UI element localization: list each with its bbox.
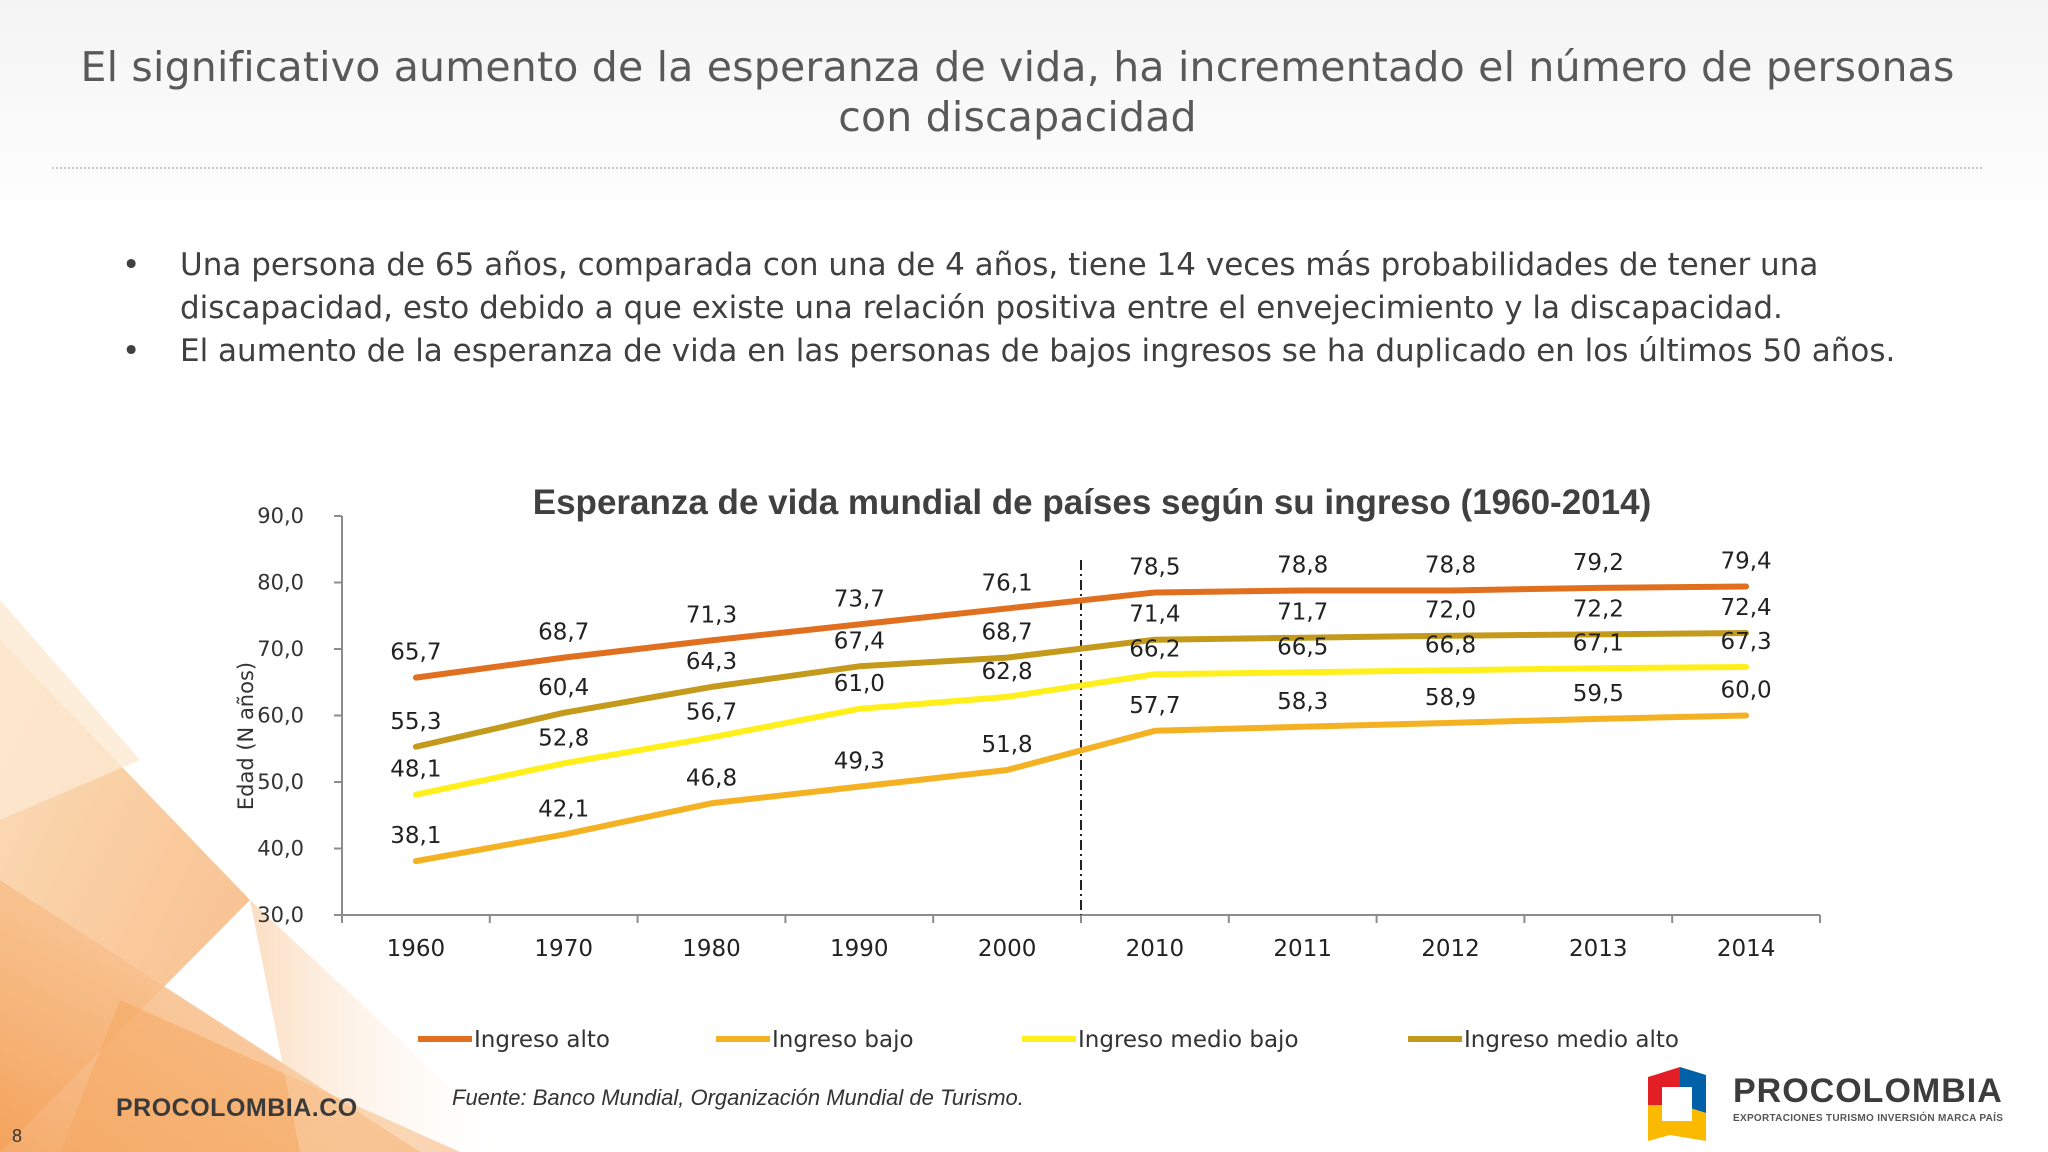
data-label: 64,3 xyxy=(686,649,737,675)
data-label: 78,5 xyxy=(1129,554,1180,580)
data-label: 68,7 xyxy=(981,620,1032,646)
x-tick-label: 2010 xyxy=(1126,936,1185,962)
bullet-item: • El aumento de la esperanza de vida en … xyxy=(120,330,1940,373)
bullet-glyph: • xyxy=(122,333,141,369)
procolombia-logo-icon xyxy=(1648,1067,1706,1141)
bullet-item: • Una persona de 65 años, comparada con … xyxy=(120,244,1940,330)
data-label: 79,4 xyxy=(1720,548,1771,574)
data-label: 71,3 xyxy=(686,602,737,628)
data-label: 79,2 xyxy=(1573,550,1624,576)
logo-tagline: EXPORTACIONES TURISMO INVERSIÓN MARCA PA… xyxy=(1733,1113,2004,1124)
y-tick-label: 30,0 xyxy=(257,903,304,927)
legend-entry: Ingreso alto xyxy=(474,1027,610,1053)
data-label: 71,4 xyxy=(1129,602,1180,628)
data-label: 38,1 xyxy=(390,823,441,849)
data-label: 66,5 xyxy=(1277,634,1328,660)
data-label: 61,0 xyxy=(834,671,885,697)
data-label: 46,8 xyxy=(686,765,737,791)
data-label: 42,1 xyxy=(538,797,589,823)
x-tick-label: 1980 xyxy=(682,936,741,962)
y-tick-label: 70,0 xyxy=(257,637,304,661)
y-tick-label: 90,0 xyxy=(257,504,304,528)
data-label: 66,2 xyxy=(1129,636,1180,662)
data-label: 67,3 xyxy=(1720,629,1771,655)
bullet-text: Una persona de 65 años, comparada con un… xyxy=(180,247,1819,326)
x-tick-label: 2013 xyxy=(1569,936,1628,962)
series-line xyxy=(412,583,1750,681)
data-label: 72,4 xyxy=(1720,595,1771,621)
data-label: 58,3 xyxy=(1277,689,1328,715)
y-axis-label: Edad (N años) xyxy=(234,662,258,810)
data-label: 62,8 xyxy=(981,659,1032,685)
data-label: 68,7 xyxy=(538,620,589,646)
x-tick-label: 2014 xyxy=(1717,936,1776,962)
logo-name: PROCOLOMBIA xyxy=(1733,1072,2003,1110)
data-label: 65,7 xyxy=(390,640,441,666)
x-tick-label: 2011 xyxy=(1273,936,1332,962)
data-label: 66,8 xyxy=(1425,632,1476,658)
legend-entry: Ingreso medio bajo xyxy=(1078,1027,1299,1053)
data-label: 60,0 xyxy=(1720,678,1771,704)
y-tick-label: 80,0 xyxy=(257,571,304,595)
footer-url[interactable]: PROCOLOMBIA.CO xyxy=(116,1094,358,1122)
data-label: 59,5 xyxy=(1573,681,1624,707)
y-tick-label: 60,0 xyxy=(257,704,304,728)
source-note: Fuente: Banco Mundial, Organización Mund… xyxy=(452,1085,1024,1110)
bullet-glyph: • xyxy=(122,247,141,283)
y-tick-label: 40,0 xyxy=(257,837,304,861)
data-label: 67,4 xyxy=(834,628,885,654)
data-label: 56,7 xyxy=(686,699,737,725)
data-label: 72,0 xyxy=(1425,598,1476,624)
x-tick-label: 1960 xyxy=(387,936,446,962)
data-label: 58,9 xyxy=(1425,685,1476,711)
data-label: 49,3 xyxy=(834,749,885,775)
data-label: 71,7 xyxy=(1277,600,1328,626)
data-label: 48,1 xyxy=(390,757,441,783)
data-label: 76,1 xyxy=(981,570,1032,596)
data-label: 51,8 xyxy=(981,732,1032,758)
data-label: 52,8 xyxy=(538,725,589,751)
data-label: 67,1 xyxy=(1573,630,1624,656)
data-label: 72,2 xyxy=(1573,596,1624,622)
series-line xyxy=(412,712,1750,865)
legend-entry: Ingreso medio alto xyxy=(1464,1027,1679,1053)
slide-title: El significativo aumento de la esperanza… xyxy=(80,43,1955,141)
title-divider xyxy=(52,167,1982,169)
data-label: 57,7 xyxy=(1129,693,1180,719)
data-label: 55,3 xyxy=(390,709,441,735)
data-label: 60,4 xyxy=(538,675,589,701)
series-line xyxy=(412,630,1750,750)
data-label: 73,7 xyxy=(834,586,885,612)
bullet-text: El aumento de la esperanza de vida en la… xyxy=(180,333,1896,369)
page-number: 8 xyxy=(12,1126,23,1146)
series-line xyxy=(412,663,1750,798)
data-label: 78,8 xyxy=(1277,552,1328,578)
data-label: 78,8 xyxy=(1425,552,1476,578)
x-tick-label: 1970 xyxy=(534,936,593,962)
legend-entry: Ingreso bajo xyxy=(772,1027,914,1053)
x-tick-label: 2012 xyxy=(1421,936,1480,962)
x-tick-label: 2000 xyxy=(978,936,1037,962)
y-tick-label: 50,0 xyxy=(257,770,304,794)
chart-title: Esperanza de vida mundial de países segú… xyxy=(533,483,1651,522)
bullet-list: • Una persona de 65 años, comparada con … xyxy=(120,244,1940,373)
x-tick-label: 1990 xyxy=(830,936,889,962)
